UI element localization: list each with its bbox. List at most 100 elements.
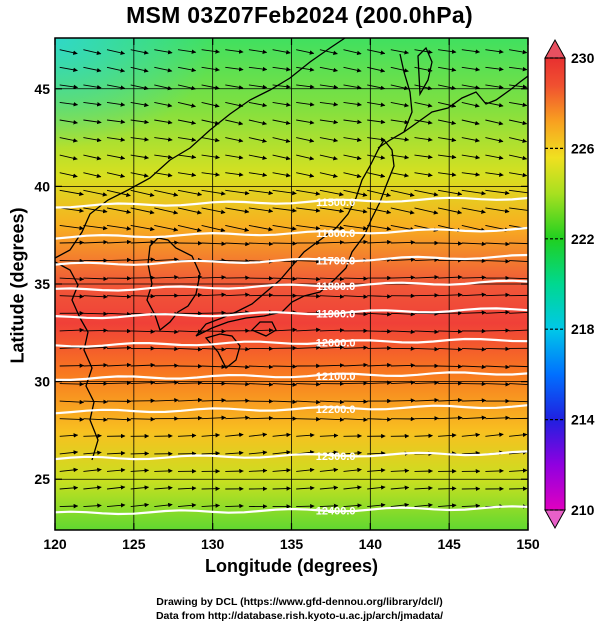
wind-arrow	[485, 241, 510, 247]
wind-arrow	[59, 207, 84, 213]
wind-arrow	[177, 49, 197, 54]
wind-arrow	[272, 432, 291, 438]
x-tick-label: 120	[43, 536, 67, 552]
contour-label: 11500.0	[316, 197, 355, 209]
wind-arrow	[343, 362, 368, 368]
wind-arrow	[367, 84, 386, 90]
wind-arrow	[83, 224, 108, 231]
wind-arrow	[438, 292, 463, 298]
wind-arrow	[106, 417, 132, 422]
wind-arrow	[106, 189, 131, 197]
wind-arrow	[225, 432, 244, 438]
wind-arrow	[225, 101, 244, 108]
wind-arrow	[201, 154, 220, 160]
wind-arrow	[154, 137, 173, 142]
wind-arrow	[461, 119, 480, 126]
wind-arrow	[130, 293, 156, 299]
wind-arrow	[343, 467, 362, 473]
wind-arrow	[509, 189, 528, 194]
wind-arrow	[438, 274, 463, 280]
wind-arrow	[461, 224, 486, 233]
wind-arrow	[461, 189, 486, 196]
wind-arrow	[438, 207, 463, 215]
wind-arrow	[177, 154, 197, 160]
wind-arrow	[296, 259, 321, 264]
wind-arrow	[438, 503, 457, 508]
wind-arrow	[106, 137, 126, 142]
x-tick-label: 140	[359, 536, 383, 552]
wind-arrow	[461, 310, 487, 315]
wind-arrow	[154, 398, 179, 403]
wind-arrow	[485, 154, 504, 160]
wind-arrow	[367, 417, 392, 422]
wind-arrow	[485, 49, 504, 54]
wind-arrow	[177, 486, 197, 491]
wind-arrow	[83, 189, 108, 197]
wind-arrow	[438, 364, 463, 369]
wind-arrow	[225, 154, 244, 160]
wind-arrow	[272, 468, 291, 473]
wind-arrow	[272, 137, 291, 143]
wind-arrow	[461, 292, 487, 297]
wind-arrow	[367, 362, 392, 368]
wind-arrow	[414, 257, 439, 263]
wind-arrow	[106, 380, 132, 386]
wind-arrow	[248, 101, 268, 108]
wind-arrow	[414, 293, 439, 298]
contour-line	[55, 253, 528, 266]
y-tick-label: 25	[34, 471, 50, 487]
wind-arrow	[59, 433, 79, 438]
wind-arrow	[59, 84, 79, 90]
wind-arrow	[177, 347, 203, 352]
wind-arrow	[272, 241, 298, 246]
wind-arrow	[106, 450, 126, 456]
wind-arrow	[106, 224, 132, 231]
wind-arrow	[485, 328, 510, 333]
wind-arrow	[130, 84, 149, 91]
wind-arrow	[201, 172, 220, 177]
wind-arrow	[225, 66, 244, 72]
wind-arrow	[272, 364, 298, 369]
wind-arrow	[367, 485, 386, 490]
wind-arrow	[319, 433, 339, 438]
wind-arrow	[319, 84, 339, 90]
contour-label: 11800.0	[316, 281, 355, 293]
wind-arrow	[248, 327, 274, 333]
wind-arrow	[59, 503, 79, 509]
wind-arrow	[225, 119, 244, 126]
wind-arrow	[130, 224, 155, 232]
wind-arrow	[83, 101, 102, 107]
contour-label: 12300.0	[316, 451, 356, 463]
wind-arrow	[154, 207, 179, 215]
wind-arrow	[248, 364, 274, 370]
wind-arrow	[154, 329, 179, 335]
wind-arrow	[83, 399, 108, 405]
wind-arrow	[414, 485, 433, 491]
wind-arrow	[272, 382, 298, 387]
wind-arrow	[59, 49, 78, 55]
wind-arrow	[154, 502, 173, 508]
credit-data: Data from http://database.rish.kyoto-u.a…	[155, 610, 444, 622]
wind-arrow	[106, 119, 126, 125]
wind-arrow	[296, 207, 321, 213]
wind-arrow	[438, 119, 457, 126]
colorbar-tick-label: 226	[571, 140, 595, 156]
wind-arrow	[225, 49, 244, 54]
wind-arrow	[225, 189, 250, 196]
wind-arrow	[509, 400, 528, 403]
wind-arrow	[225, 172, 244, 177]
wind-arrow	[201, 364, 227, 369]
wind-arrow	[59, 240, 85, 245]
wind-arrow	[201, 119, 220, 126]
wind-arrow	[130, 207, 155, 215]
wind-arrow	[296, 345, 321, 350]
wind-arrow	[390, 66, 409, 73]
wind-arrow	[272, 66, 291, 72]
wind-arrow	[177, 137, 197, 142]
wind-arrow	[106, 257, 132, 263]
wind-arrow	[296, 66, 315, 72]
wind-arrow	[438, 329, 463, 334]
wind-arrow	[296, 382, 321, 387]
contour-line	[55, 196, 528, 209]
wind-arrow	[201, 451, 221, 456]
